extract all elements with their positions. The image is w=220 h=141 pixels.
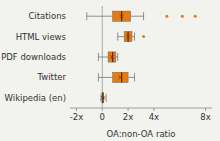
flier [194,15,197,18]
whisker-cap-low [117,33,118,41]
x-tick-label: 0 [100,112,105,122]
x-tick [102,108,103,111]
chart: Citations HTML views PDF downloads Twitter W… [0,0,220,141]
whisker-cap-low [98,53,99,61]
x-tick-label: 8x [200,112,210,122]
whisker-cap-high [143,12,144,20]
whisker-cap-high [106,94,107,102]
whisker-cap-low [98,73,99,81]
category-label: Citations [28,11,66,21]
median [121,72,122,82]
box [108,52,116,62]
category-label: Wikipedia (en) [5,93,66,103]
x-tick [205,108,206,111]
whisker-cap-high [134,73,135,81]
center-marker [110,55,114,59]
whisker-low [98,77,112,78]
x-axis-label: OA:non-OA ratio [106,129,175,139]
box [113,11,131,21]
category-label: PDF downloads [1,52,66,62]
flier [181,15,184,18]
whisker-high [128,77,134,78]
category-label: Twitter [37,72,67,82]
x-axis-line [70,108,212,109]
box [124,32,132,42]
whisker-low [98,57,108,58]
category-label: HTML views [16,32,67,42]
flier [142,35,145,38]
whisker-high [131,16,144,17]
plot-area [87,6,197,108]
center-marker [101,96,105,100]
x-tick-label: 4x [149,112,159,122]
flier [165,15,168,18]
center-marker [126,35,130,39]
whisker-cap-high [117,53,118,61]
center-marker [119,76,123,80]
x-tick [128,108,129,111]
whisker-cap-low [100,94,101,102]
center-marker [120,14,124,18]
whisker-low [118,36,124,37]
x-tick-label: 2x [123,112,133,122]
background [0,0,220,141]
box [113,72,128,82]
whisker-cap-low [86,12,87,20]
x-tick [76,108,77,111]
x-tick [153,108,154,111]
whisker-cap-high [134,33,135,41]
x-tick-label: -2x [70,112,84,122]
whisker-low [87,16,113,17]
